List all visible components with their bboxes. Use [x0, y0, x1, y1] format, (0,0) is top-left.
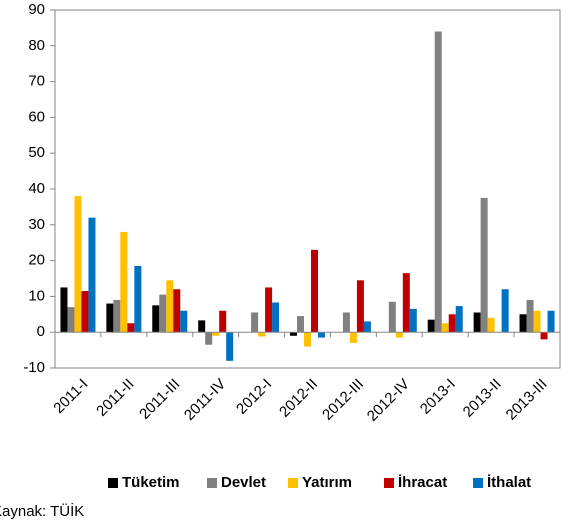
bar: [198, 320, 206, 333]
y-tick-label: 60: [28, 108, 45, 125]
x-tick-label: 2013-I: [417, 376, 459, 418]
x-tick-label: 2013-II: [460, 376, 505, 421]
y-tick-label: 50: [28, 144, 45, 161]
bar: [205, 332, 213, 345]
y-tick-label: 10: [28, 287, 45, 304]
x-tick-label: 2013-III: [503, 376, 551, 424]
bar: [402, 273, 410, 333]
bar: [212, 332, 220, 336]
bar: [226, 332, 234, 361]
bar: [166, 280, 174, 333]
bar: [342, 312, 350, 333]
legend-swatch: [473, 478, 483, 488]
y-tick-label: 20: [28, 252, 45, 269]
legend-label: Tüketim: [122, 474, 180, 491]
bar: [395, 332, 403, 338]
bar: [81, 291, 89, 333]
bar: [409, 308, 417, 333]
bar: [159, 294, 167, 333]
legend-label: İthalat: [487, 474, 531, 491]
bar: [311, 249, 318, 333]
bar: [540, 332, 548, 340]
bar: [60, 287, 68, 333]
bar: [304, 332, 311, 347]
bar: [501, 289, 509, 333]
bar: [473, 312, 481, 333]
y-tick-label: 70: [28, 73, 45, 90]
bar: [88, 217, 96, 333]
x-tick-label: 2011-III: [136, 376, 183, 423]
x-tick-label: 2012-III: [319, 376, 367, 424]
y-tick-label: 80: [28, 37, 45, 54]
bar: [219, 310, 227, 333]
x-tick-label: 2011-I: [50, 376, 91, 417]
bar: [427, 319, 435, 333]
bar: [113, 299, 121, 333]
legend-label: Yatırım: [302, 474, 352, 491]
bar: [152, 305, 160, 333]
bar: [318, 332, 325, 338]
bar: [356, 280, 364, 333]
bar: [519, 314, 527, 333]
legend-swatch: [288, 478, 298, 488]
x-tick-label: 2011-II: [93, 376, 137, 420]
bar: [127, 323, 135, 333]
legend-label: İhracat: [398, 474, 447, 491]
bar: [173, 289, 181, 333]
x-tick-label: 2012-I: [233, 376, 275, 418]
bar: [363, 321, 371, 333]
bar: [74, 196, 82, 333]
legend-swatch: [108, 478, 118, 488]
bar: [388, 301, 396, 333]
source: Kaynak: TÜİK: [0, 502, 84, 520]
bar: [180, 310, 188, 333]
bar: [487, 317, 495, 333]
bar: [455, 306, 463, 333]
bar: [441, 323, 449, 333]
bar: [67, 307, 75, 333]
bar: [297, 316, 304, 333]
bar: [349, 332, 357, 343]
x-tick-label: 2012-IV: [364, 376, 413, 425]
bar: [265, 287, 273, 333]
x-tick-label: 2011-IV: [181, 376, 229, 424]
bar: [290, 332, 297, 336]
bar: [533, 310, 541, 333]
x-tick-label: 2012-II: [276, 376, 321, 421]
y-tick-label: 30: [28, 216, 45, 233]
bar: [434, 31, 442, 333]
y-tick-label: 90: [28, 1, 45, 18]
bar: [547, 310, 555, 333]
bar: [448, 314, 456, 333]
bar: [258, 332, 266, 337]
bar: [526, 299, 534, 333]
y-tick-label: 40: [28, 180, 45, 197]
y-tick-label: 0: [37, 323, 45, 340]
bar: [251, 312, 259, 333]
bar: [480, 197, 488, 333]
y-tick-label: -10: [23, 359, 45, 376]
legend-swatch: [384, 478, 394, 488]
bar: [106, 303, 114, 333]
bar: [272, 302, 280, 333]
legend-swatch: [207, 478, 217, 488]
legend-label: Devlet: [221, 474, 266, 491]
bar: [134, 265, 142, 333]
bar: [120, 231, 128, 333]
